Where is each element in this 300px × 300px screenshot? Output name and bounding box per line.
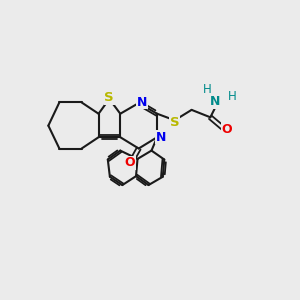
Text: N: N — [210, 95, 220, 108]
Text: H: H — [228, 90, 237, 103]
Text: N: N — [137, 96, 148, 109]
Text: H: H — [203, 82, 212, 96]
Text: N: N — [155, 131, 166, 144]
Text: O: O — [221, 123, 232, 136]
Text: S: S — [104, 92, 114, 104]
Text: O: O — [125, 156, 135, 169]
Text: S: S — [170, 116, 179, 129]
